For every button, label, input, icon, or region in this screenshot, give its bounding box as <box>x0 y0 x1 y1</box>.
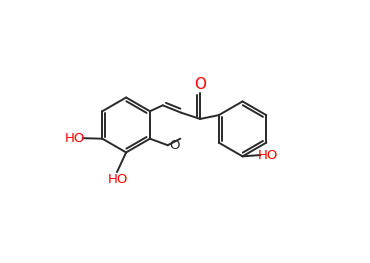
Text: O: O <box>194 77 206 92</box>
Text: HO: HO <box>108 173 128 186</box>
Text: HO: HO <box>65 132 85 145</box>
Text: O: O <box>169 139 179 152</box>
Text: HO: HO <box>258 149 278 161</box>
